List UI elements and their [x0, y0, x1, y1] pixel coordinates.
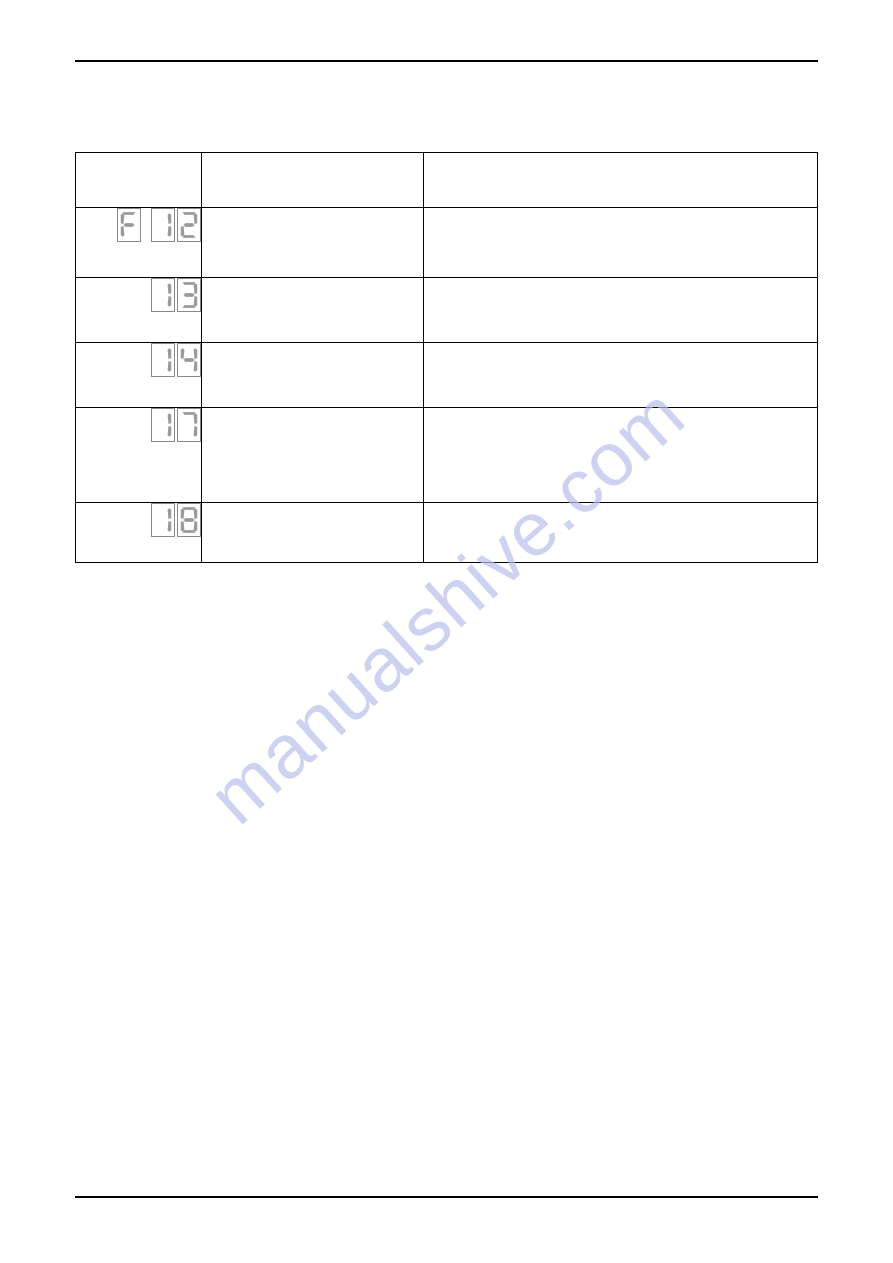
cause-cell: [202, 343, 424, 408]
col-header-remedy: [424, 153, 818, 208]
seven-seg-digit-icon: [151, 343, 175, 377]
remedy-cell: [424, 278, 818, 343]
code-cell-13: [76, 278, 202, 343]
table-row: [76, 208, 818, 278]
code-cell-12: [76, 208, 202, 278]
table-row: [76, 408, 818, 503]
seven-seg-digit-icon: [177, 503, 201, 537]
code-cell-14: [76, 343, 202, 408]
table-header-row: [76, 153, 818, 208]
bottom-horizontal-rule: [75, 1196, 818, 1198]
remedy-cell: [424, 408, 818, 503]
cause-cell: [202, 503, 424, 563]
seven-seg-digit-icon: [143, 208, 149, 242]
cause-cell: [202, 278, 424, 343]
cause-cell: [202, 208, 424, 278]
seven-seg-digit-icon: [151, 408, 175, 442]
seven-seg-digit-icon: [177, 343, 201, 377]
code-cell-18: [76, 503, 202, 563]
seven-seg-digit-icon: [177, 278, 201, 312]
seven-seg-digit-icon: [151, 278, 175, 312]
cause-cell: [202, 408, 424, 503]
top-horizontal-rule: [75, 60, 818, 62]
error-codes-table: [75, 152, 818, 563]
table-row: [76, 278, 818, 343]
seven-seg-F-icon: [117, 208, 141, 242]
table-row: [76, 503, 818, 563]
col-header-code: [76, 153, 202, 208]
remedy-cell: [424, 208, 818, 278]
seven-seg-digit-icon: [151, 208, 175, 242]
table-row: [76, 343, 818, 408]
seven-seg-digit-icon: [151, 503, 175, 537]
col-header-cause: [202, 153, 424, 208]
code-cell-17: [76, 408, 202, 503]
seven-seg-digit-icon: [177, 408, 201, 442]
seven-seg-digit-icon: [177, 208, 201, 242]
remedy-cell: [424, 503, 818, 563]
remedy-cell: [424, 343, 818, 408]
